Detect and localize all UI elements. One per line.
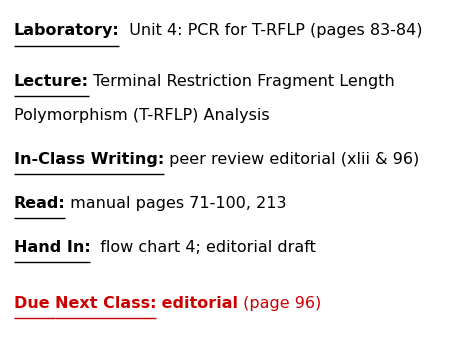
Text: editorial: editorial [156,295,238,311]
Text: peer review editorial (xlii & 96): peer review editorial (xlii & 96) [164,152,419,167]
Text: Read:: Read: [14,196,65,211]
Text: Next Class:: Next Class: [55,295,156,311]
Text: (page 96): (page 96) [238,295,321,311]
Text: manual pages 71-100, 213: manual pages 71-100, 213 [65,196,287,211]
Text: flow chart 4; editorial draft: flow chart 4; editorial draft [90,240,316,255]
Text: In-Class Writing:: In-Class Writing: [14,152,164,167]
Text: Hand In:: Hand In: [14,240,90,255]
Text: Unit 4: PCR for T-RFLP (pages 83-84): Unit 4: PCR for T-RFLP (pages 83-84) [119,23,423,39]
Text: Laboratory:: Laboratory: [14,23,119,39]
Text: Terminal Restriction Fragment Length: Terminal Restriction Fragment Length [89,74,395,89]
Text: Polymorphism (T-RFLP) Analysis: Polymorphism (T-RFLP) Analysis [14,108,269,123]
Text: Lecture:: Lecture: [14,74,89,89]
Text: Due: Due [14,295,55,311]
